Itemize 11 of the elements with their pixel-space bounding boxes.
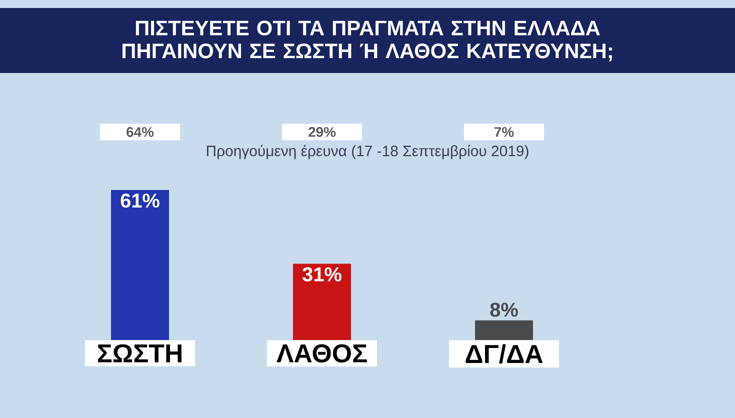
x-tick-label: ΔΓ/ΔΑ: [466, 344, 543, 364]
data-label: 61%: [120, 194, 160, 208]
chart-subtitle: Προηγούμενη έρευνα (17 -18 Σεπτεμβρίου 2019): [206, 144, 528, 160]
text: 29%: [308, 127, 336, 137]
data-label: 8%: [490, 302, 518, 317]
text: 7%: [494, 127, 514, 137]
data-label: 31%: [302, 267, 342, 282]
x-tick-label: ΣΩΣΤΗ: [98, 344, 182, 362]
x-tick-label: ΛΑΘΟΣ: [276, 344, 367, 363]
chart-title: ΠΙΣΤΕΥΕΤΕ ΟΤΙ ΤΑ ΠΡΑΓΜΑΤΑ ΣΤΗΝ ΕΛΛΑΔΑ ΠΗΓΑΙΝΟΥΝ ΣΕ ΣΩΣΤΗ Ή ΛΑΘΟΣ ΚΑΤΕΥΘΥΝΣΗ;: [122, 20, 612, 62]
text: 64%: [126, 127, 154, 137]
